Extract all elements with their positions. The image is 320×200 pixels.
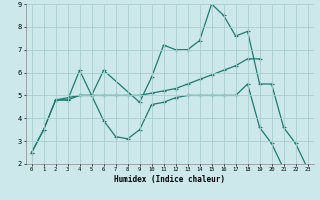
X-axis label: Humidex (Indice chaleur): Humidex (Indice chaleur) — [114, 175, 225, 184]
